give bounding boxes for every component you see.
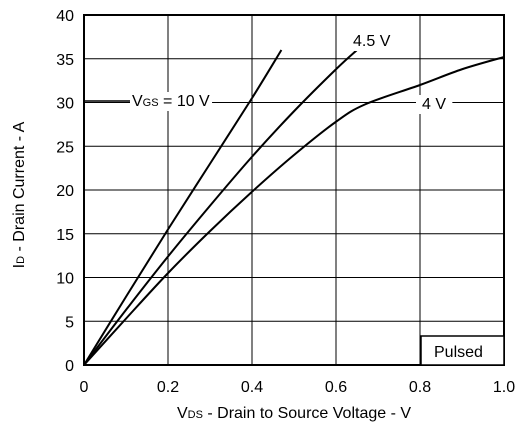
grid-lines [84, 15, 504, 365]
y-tick-label: 15 [56, 227, 74, 244]
series-line-vgs-4-5v [83, 49, 358, 366]
x-tick-label: 1.0 [493, 379, 515, 396]
x-axis-label: VDS - Drain to Source Voltage - V [177, 405, 411, 422]
series-line-vgs-10v [83, 49, 283, 366]
x-tick-label: 0.4 [241, 379, 263, 396]
y-tick-label: 5 [65, 314, 74, 331]
y-tick-label: 40 [56, 8, 74, 25]
label-45v: 4.5 V [353, 33, 391, 50]
y-tick-label: 20 [56, 183, 74, 200]
x-tick-label: 0.8 [409, 379, 431, 396]
x-tick-label: 0 [80, 379, 89, 396]
tick-labels: 0 0.2 0.4 0.6 0.8 1.0 0 5 10 15 20 25 30 35 40 [56, 8, 515, 396]
pulsed-label: Pulsed [434, 344, 483, 361]
series-lines [83, 49, 505, 366]
label-45v-background [350, 32, 394, 51]
y-tick-label: 25 [56, 139, 74, 156]
y-tick-label: 30 [56, 96, 74, 113]
vgs-10v-label: VGS = 10 V [132, 93, 210, 110]
y-tick-label: 0 [65, 358, 74, 375]
y-axis-label: ID - Drain Current - A [11, 121, 28, 268]
x-tick-label: 0.2 [157, 379, 179, 396]
pulsed-box [420, 335, 505, 366]
plot-frame [83, 14, 505, 366]
label-4v: 4 V [422, 96, 446, 113]
label-4v-background [416, 95, 453, 114]
vgs-label-background [130, 92, 213, 111]
x-tick-label: 0.6 [325, 379, 347, 396]
y-tick-label: 10 [56, 271, 74, 288]
y-tick-label: 35 [56, 52, 74, 69]
series-line-vgs-4v [83, 56, 505, 366]
